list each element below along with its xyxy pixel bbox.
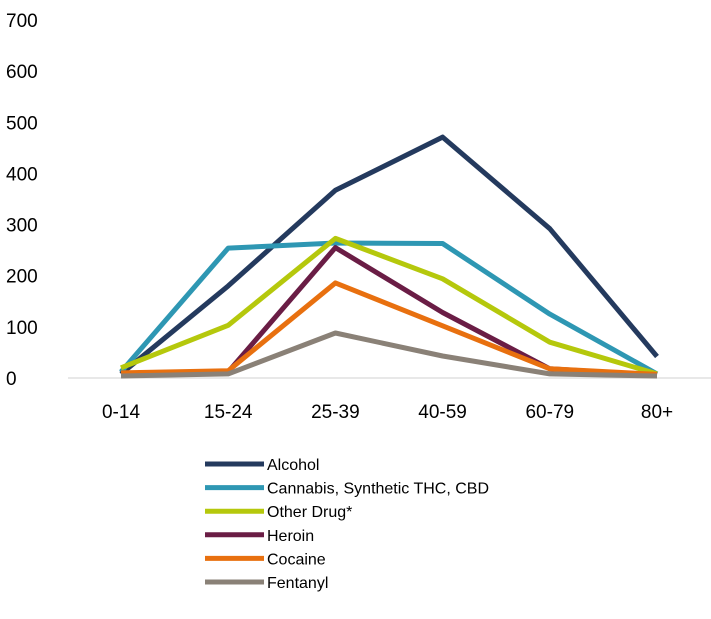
x-tick-label: 60-79 xyxy=(525,402,574,423)
series-line-5 xyxy=(120,330,658,379)
legend-label: Fentanyl xyxy=(267,575,328,592)
legend-item: Heroin xyxy=(205,528,314,545)
legend: Alcohol Cannabis, Synthetic THC, CBD Other… xyxy=(205,457,489,592)
x-tick-label: 0-14 xyxy=(102,402,140,423)
legend-item: Other Drug* xyxy=(205,504,352,521)
legend-label: Cocaine xyxy=(267,551,326,568)
x-tick-label: 25-39 xyxy=(311,402,360,423)
legend-item: Cocaine xyxy=(205,551,326,568)
series-line-1 xyxy=(119,240,659,377)
legend-label: Cannabis, Synthetic THC, CBD xyxy=(267,481,489,498)
y-tick-label: 0 xyxy=(6,369,17,390)
series-line-2 xyxy=(120,235,658,377)
x-tick-label: 15-24 xyxy=(204,402,253,423)
y-tick-label: 200 xyxy=(6,267,38,288)
legend-item: Cannabis, Synthetic THC, CBD xyxy=(205,481,489,498)
legend-item: Fentanyl xyxy=(205,575,328,592)
y-tick-label: 300 xyxy=(6,216,38,237)
x-tick-label: 40-59 xyxy=(418,402,467,423)
y-tick-label: 400 xyxy=(6,164,38,185)
series-line-4 xyxy=(120,280,658,377)
y-tick-label: 600 xyxy=(6,62,38,83)
legend-label: Heroin xyxy=(267,528,314,545)
legend-label: Other Drug* xyxy=(267,504,352,521)
y-tick-label: 100 xyxy=(6,318,38,339)
series-line-0 xyxy=(119,134,659,376)
legend-item: Alcohol xyxy=(205,457,319,474)
plot-area xyxy=(119,134,659,379)
y-tick-label: 700 xyxy=(6,11,38,32)
series-line-3 xyxy=(120,245,658,378)
legend-label: Alcohol xyxy=(267,457,319,474)
y-tick-label: 500 xyxy=(6,113,38,134)
x-tick-label: 80+ xyxy=(641,402,673,423)
x-axis: 0-14 15-24 25-39 40-59 60-79 80+ xyxy=(68,377,711,423)
y-axis: 0 100 200 300 400 500 600 700 xyxy=(6,11,38,390)
